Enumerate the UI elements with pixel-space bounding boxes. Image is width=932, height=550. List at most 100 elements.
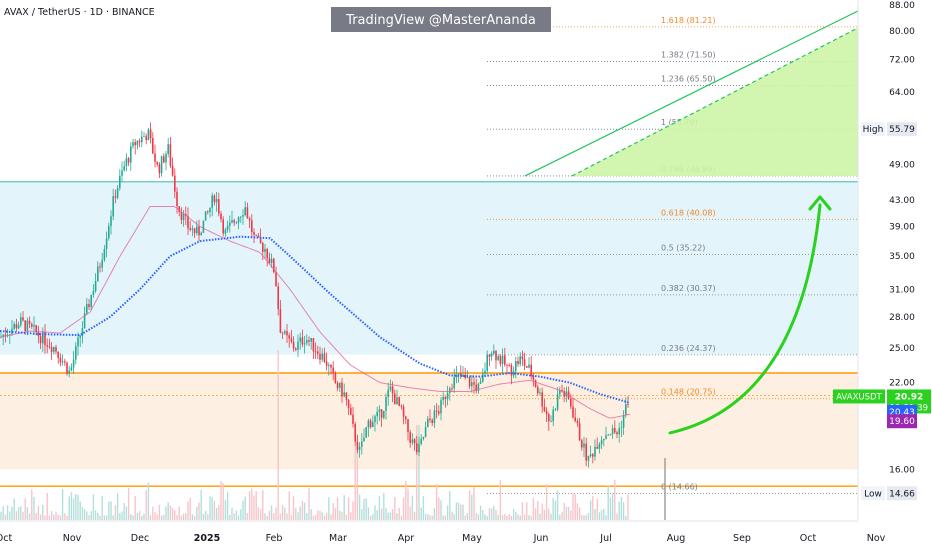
- candle: [317, 345, 319, 360]
- candle-body: [475, 384, 477, 391]
- fib-label: 1.382 (71.50): [661, 51, 716, 60]
- candle-body: [334, 373, 337, 383]
- ma2-tag: 19.60: [889, 417, 915, 427]
- zone-resistance: [0, 181, 858, 355]
- volume-bar: [451, 511, 453, 520]
- candle-body: [134, 142, 136, 146]
- candle-body: [277, 286, 279, 310]
- candle-body: [361, 441, 363, 447]
- candle: [97, 261, 99, 282]
- candle-body: [215, 199, 218, 203]
- candle: [350, 403, 352, 416]
- candle-body: [369, 420, 372, 428]
- candle-body: [253, 232, 255, 235]
- volume-bar: [207, 514, 209, 520]
- candle-body: [442, 396, 444, 401]
- candle: [499, 354, 502, 367]
- volume-bar: [385, 508, 387, 520]
- volume-bar: [178, 506, 180, 520]
- candle-body: [310, 338, 312, 342]
- candle-body: [620, 427, 623, 429]
- volume-bar: [246, 512, 249, 520]
- candle-body: [464, 374, 466, 378]
- volume-bar: [81, 507, 84, 520]
- volume-bar: [314, 514, 317, 520]
- volume-bar: [605, 515, 607, 520]
- volume-bar: [90, 511, 92, 520]
- candle: [468, 376, 471, 389]
- volume-bar: [343, 495, 345, 520]
- volume-bar: [297, 512, 299, 520]
- candle-body: [407, 419, 409, 433]
- candle-body: [191, 228, 194, 230]
- y-tick-label: 80.00: [889, 27, 915, 37]
- candle: [259, 228, 262, 244]
- volume-bar: [295, 508, 297, 520]
- volume-bar: [110, 501, 112, 520]
- candle: [405, 415, 407, 424]
- x-tick-label: May: [462, 533, 482, 544]
- volume-bar: [59, 515, 62, 520]
- volume-bar: [460, 504, 462, 520]
- high-tag-value: 55.79: [889, 125, 915, 135]
- candle-body: [182, 213, 185, 220]
- candle-body: [471, 382, 473, 387]
- y-tick-label: 49.00: [889, 161, 915, 171]
- candle-body: [317, 351, 319, 354]
- volume-bar: [268, 510, 271, 520]
- candle: [394, 389, 396, 405]
- volume-bar: [259, 509, 262, 520]
- volume-bar: [154, 512, 156, 520]
- volume-bar: [449, 491, 451, 520]
- candle: [339, 382, 341, 393]
- candle-body: [605, 435, 607, 439]
- volume-bar: [64, 513, 66, 520]
- candle-body: [424, 427, 427, 437]
- volume-bar: [306, 512, 308, 520]
- watermark-text: TradingView @MasterAnanda: [345, 13, 536, 28]
- candle-body: [341, 382, 343, 397]
- candle-body: [521, 356, 524, 360]
- candle-body: [497, 356, 499, 361]
- candle-body: [314, 351, 317, 353]
- candle-body: [306, 340, 308, 344]
- ma-pink-line: [0, 206, 631, 419]
- candle: [583, 436, 585, 458]
- candle-body: [31, 323, 33, 327]
- y-tick-label: 35.00: [889, 252, 915, 262]
- candle-body: [83, 313, 86, 329]
- candle: [211, 192, 213, 217]
- candle-body: [552, 409, 554, 422]
- candle-body: [99, 266, 101, 268]
- candle-body: [429, 418, 431, 421]
- candle: [548, 412, 550, 431]
- volume-bar: [554, 500, 557, 520]
- ma1-tag: 20.43: [889, 408, 915, 418]
- candle-body: [145, 136, 147, 141]
- volume-bar: [88, 515, 90, 520]
- candle: [90, 294, 92, 311]
- candle: [270, 253, 273, 269]
- candle: [240, 215, 242, 223]
- candle: [376, 406, 378, 425]
- candle-body: [163, 156, 165, 163]
- candle-body: [499, 356, 502, 364]
- candle-body: [211, 195, 213, 208]
- volume-bar: [523, 514, 526, 520]
- candle-body: [477, 383, 480, 391]
- volume-bar: [325, 512, 328, 520]
- volume-bar: [394, 497, 396, 520]
- candle: [574, 408, 576, 423]
- volume-bar: [116, 493, 119, 520]
- candle-body: [363, 437, 365, 442]
- candle-body: [614, 428, 616, 433]
- time-axis-bg: [0, 520, 932, 550]
- volume-bar: [94, 510, 97, 520]
- candle: [61, 354, 64, 366]
- volume-bar: [176, 514, 178, 520]
- candle: [290, 329, 293, 344]
- candle: [515, 356, 517, 379]
- candle: [167, 137, 169, 158]
- candle-body: [345, 392, 348, 400]
